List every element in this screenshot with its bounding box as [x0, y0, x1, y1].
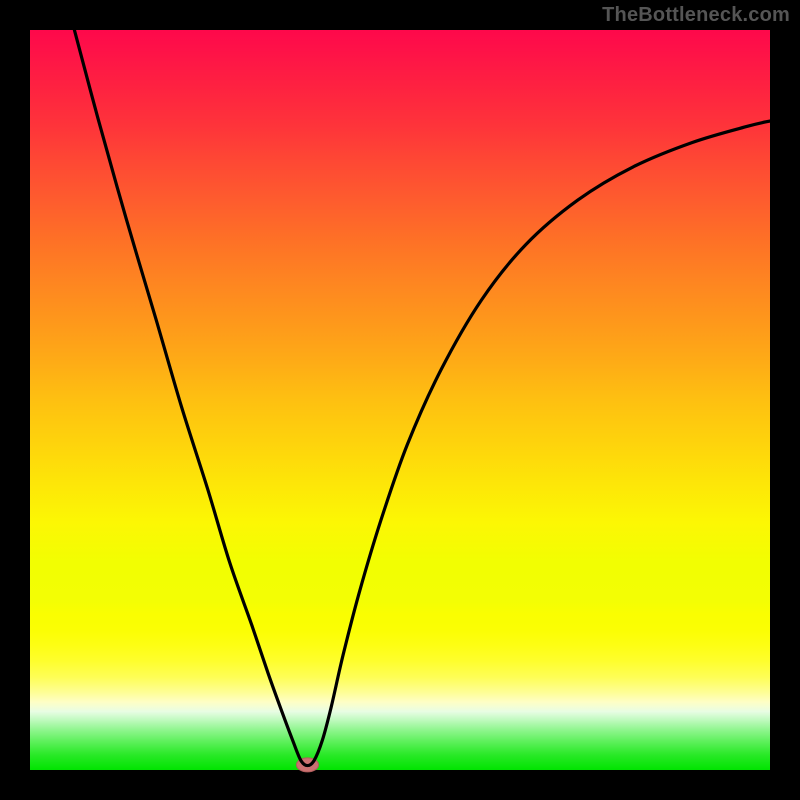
chart-container: { "watermark": { "text": "TheBottleneck.…	[0, 0, 800, 800]
plot-background	[30, 30, 770, 770]
chart-svg	[0, 0, 800, 800]
